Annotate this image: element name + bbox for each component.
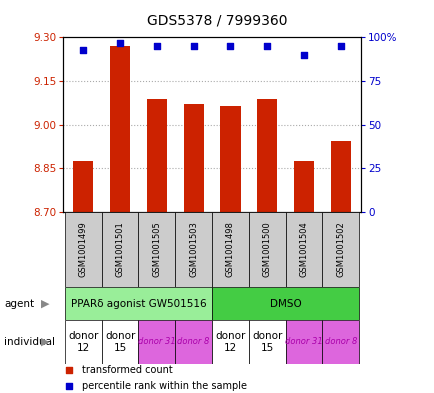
Text: ▶: ▶ [41,299,50,309]
Bar [220,106,240,212]
Text: donor
12: donor 12 [68,331,98,353]
Bar [212,287,358,320]
Text: percentile rank within the sample: percentile rank within the sample [82,381,247,391]
Point [66,383,72,389]
Bar [285,320,322,364]
Text: individual: individual [4,337,55,347]
Bar [285,212,322,287]
Bar [102,212,138,287]
Bar [212,320,248,364]
Text: donor 31: donor 31 [285,338,322,346]
Bar [65,212,102,287]
Text: GSM1001504: GSM1001504 [299,222,308,277]
Text: GSM1001498: GSM1001498 [225,222,234,277]
Point [153,43,160,49]
Bar [183,105,203,212]
Bar [146,99,167,212]
Text: GSM1001503: GSM1001503 [189,222,198,277]
Point [190,43,197,49]
Point [80,46,87,53]
Bar [110,46,130,212]
Text: donor 8: donor 8 [177,338,209,346]
Text: GSM1001505: GSM1001505 [152,222,161,277]
Bar [73,161,93,212]
Point [263,43,270,49]
Bar [65,287,212,320]
Text: DMSO: DMSO [269,299,301,309]
Bar [248,320,285,364]
Bar [138,320,175,364]
Point [116,39,123,46]
Text: donor
15: donor 15 [105,331,135,353]
Bar [212,212,248,287]
Bar [175,320,212,364]
Bar [138,212,175,287]
Text: donor 31: donor 31 [138,338,175,346]
Point [227,43,233,49]
Text: GDS5378 / 7999360: GDS5378 / 7999360 [147,14,287,28]
Bar [102,320,138,364]
Text: GSM1001502: GSM1001502 [335,222,345,277]
Bar [248,212,285,287]
Bar [293,161,313,212]
Text: GSM1001501: GSM1001501 [115,222,124,277]
Text: ▶: ▶ [41,337,50,347]
Point [336,43,343,49]
Text: transformed count: transformed count [82,365,173,375]
Text: donor 8: donor 8 [324,338,356,346]
Text: GSM1001499: GSM1001499 [79,222,88,277]
Text: donor
15: donor 15 [251,331,282,353]
Point [300,51,307,58]
Bar [175,212,212,287]
Bar [322,320,358,364]
Text: donor
12: donor 12 [215,331,245,353]
Text: agent: agent [4,299,34,309]
Point [66,367,72,373]
Text: GSM1001500: GSM1001500 [262,222,271,277]
Bar [256,99,277,212]
Bar [65,320,102,364]
Bar [330,141,350,212]
Text: PPARδ agonist GW501516: PPARδ agonist GW501516 [70,299,206,309]
Bar [322,212,358,287]
